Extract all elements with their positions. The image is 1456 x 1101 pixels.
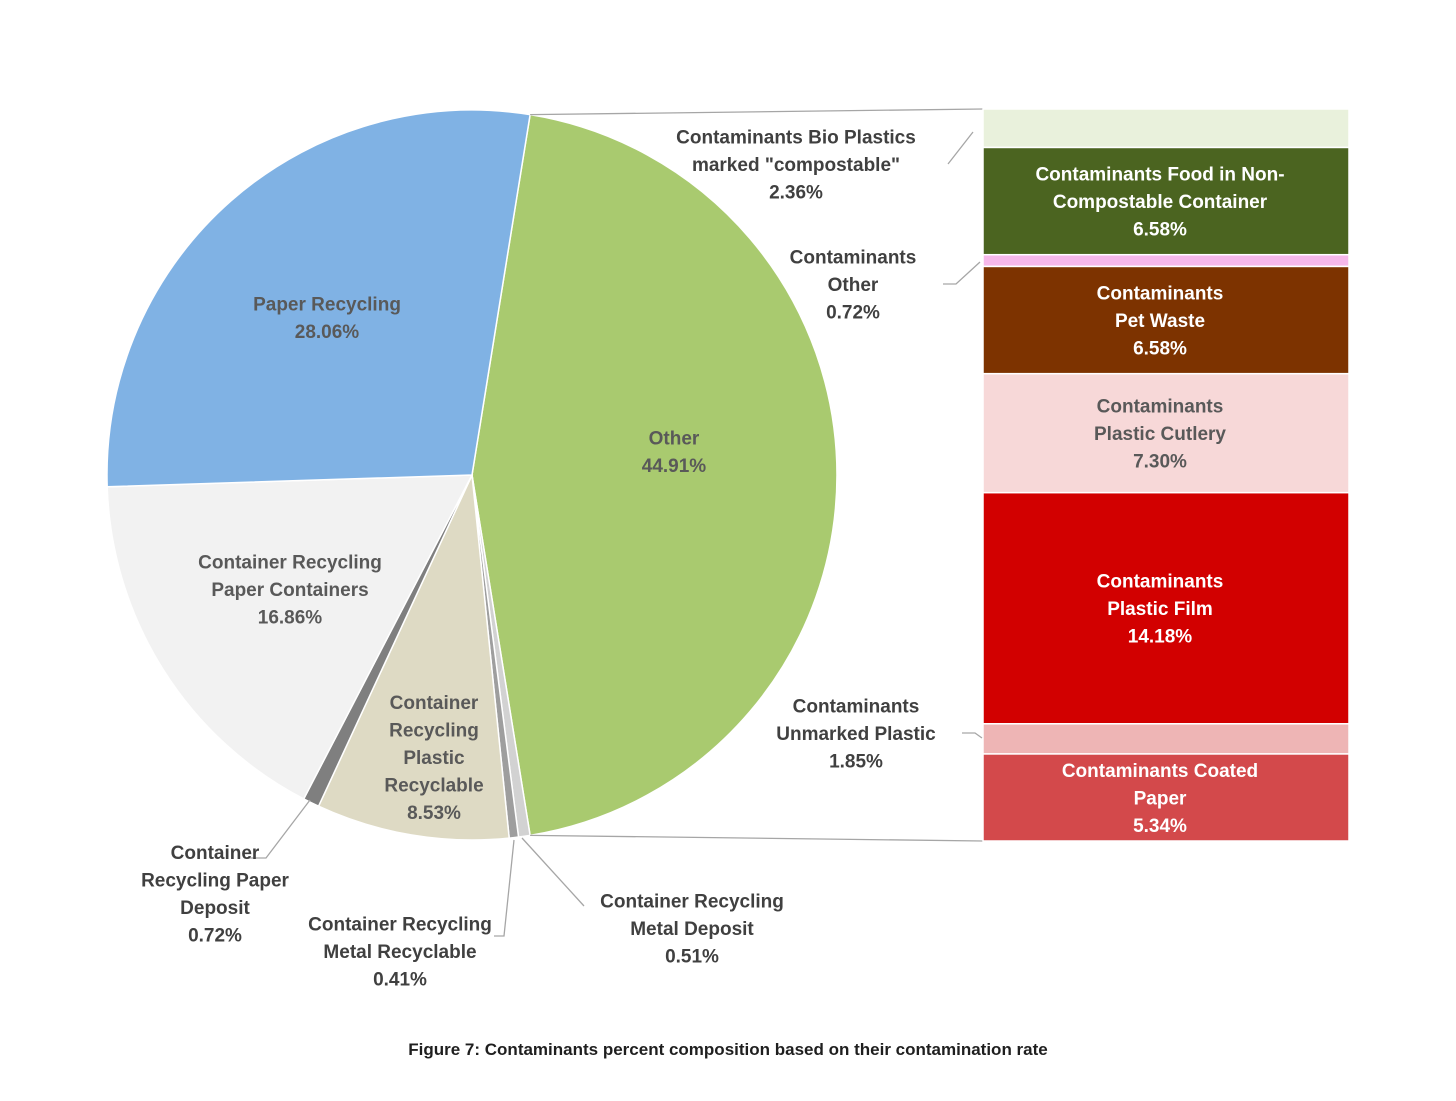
pie-slice-other xyxy=(471,113,838,837)
segment-label-contaminants-coated-paper: Contaminants Coated Paper 5.34% xyxy=(1062,761,1258,837)
slice-label-container-recycling-metal-deposit: Container Recycling Metal Deposit 0.51% xyxy=(600,892,784,968)
bar-segment-contaminants-food-in-non-compostable-container xyxy=(982,146,1350,256)
slice-label-container-recycling-paper-containers: Container Recycling Paper Containers 16.86… xyxy=(198,553,382,629)
slice-label-other: Other 44.91% xyxy=(642,428,707,477)
bar-segment-contaminants-plastic-film xyxy=(982,491,1350,725)
segment-label-contaminants-bio-plastics-marked-compostable: Contaminants Bio Plastics marked "compost… xyxy=(676,128,916,204)
segment-label-contaminants-plastic-film: Contaminants Plastic Film 14.18% xyxy=(1097,572,1224,648)
pie-slice-container-recycling-paper-containers xyxy=(106,474,474,800)
bar-segment-contaminants-coated-paper xyxy=(982,753,1350,842)
segment-label-contaminants-other: Contaminants Other 0.72% xyxy=(790,248,917,324)
bar-segment-contaminants-bio-plastics-marked-compostable xyxy=(982,108,1350,149)
leader-line-container-recycling-metal-recyclable xyxy=(494,839,515,937)
pie-slice-container-recycling-plastic-recyclable xyxy=(317,472,511,841)
leader-line-container-recycling-paper-deposit xyxy=(248,799,311,859)
bar-segment-contaminants-plastic-cutlery xyxy=(982,372,1350,494)
leader-line-container-recycling-metal-deposit xyxy=(521,837,585,907)
bar-segment-contaminants-other xyxy=(982,253,1350,268)
bar-segment-contaminants-unmarked-plastic xyxy=(982,723,1350,755)
connector-line-bottom xyxy=(530,834,984,842)
segment-label-contaminants-plastic-cutlery: Contaminants Plastic Cutlery 7.30% xyxy=(1094,397,1226,473)
figure-caption: Figure 7: Contaminants percent compositi… xyxy=(408,1040,1048,1059)
segment-label-contaminants-pet-waste: Contaminants Pet Waste 6.58% xyxy=(1097,284,1224,360)
slice-label-container-recycling-plastic-recyclable: Container Recycling Plastic Recyclable 8.53% xyxy=(384,693,483,824)
slice-label-container-recycling-paper-deposit: Container Recycling Paper Deposit 0.72% xyxy=(141,843,289,947)
slice-label-paper-recycling: Paper Recycling 28.06% xyxy=(253,294,401,343)
segment-label-contaminants-food-in-non-compostable-container: Contaminants Food in Non-Compostable Con… xyxy=(1035,165,1284,241)
leader-line-contaminants-other xyxy=(943,261,981,285)
bar-segment-contaminants-pet-waste xyxy=(982,265,1350,375)
slice-label-container-recycling-metal-recyclable: Container Recycling Metal Recyclable 0.41% xyxy=(308,915,492,991)
connector-line-top xyxy=(530,108,984,116)
segment-label-contaminants-unmarked-plastic: Contaminants Unmarked Plastic 1.85% xyxy=(776,697,936,773)
pie-slice-paper-recycling xyxy=(106,109,531,488)
leader-line-contaminants-unmarked-plastic xyxy=(962,732,983,739)
leader-line-contaminants-bio-plastics-marked-compostable xyxy=(947,131,974,165)
